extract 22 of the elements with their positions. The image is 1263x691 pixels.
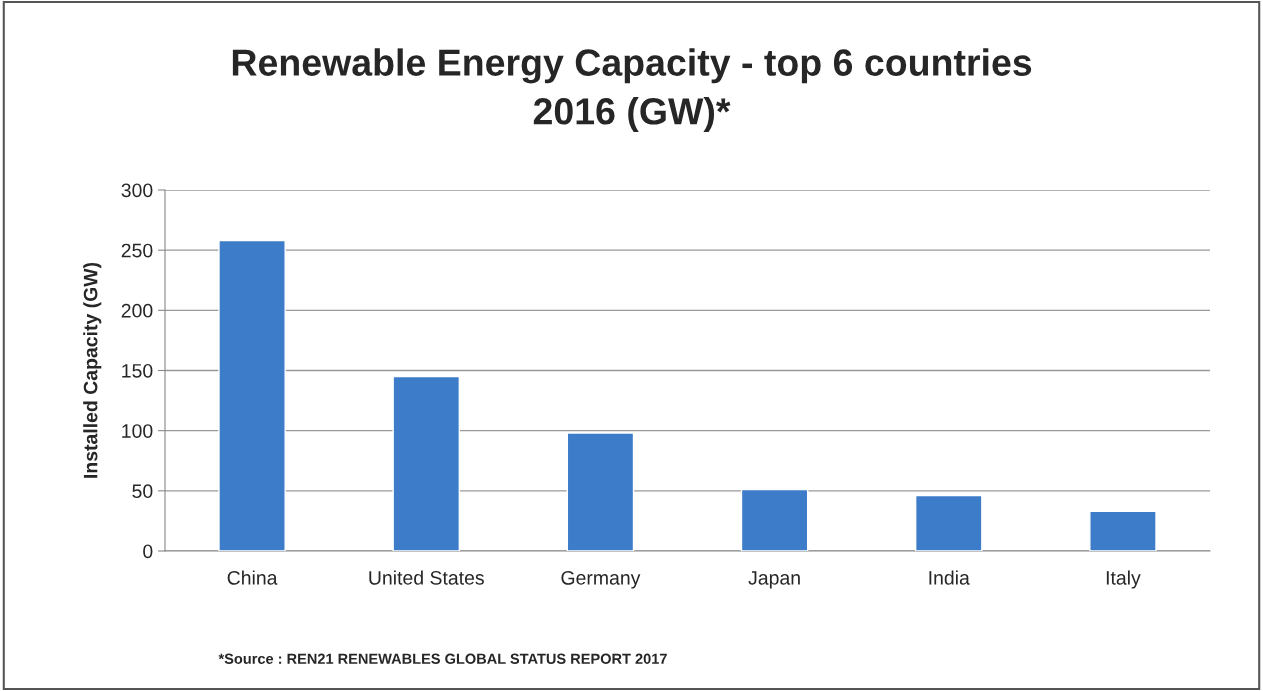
bar	[740, 488, 809, 551]
y-tick-label: 300	[121, 183, 153, 198]
x-tick-label: China	[227, 570, 278, 585]
y-tick-label: 50	[132, 484, 153, 499]
y-tick-label: 200	[121, 303, 153, 318]
bar	[566, 432, 635, 551]
x-tick-label: Japan	[748, 571, 800, 589]
y-tick-label: 0	[143, 544, 153, 559]
chart-title: Renewable Energy Capacity - top 6 countries 2016 (GW)*	[232, 48, 1032, 133]
y-axis-title: Installed Capacity (GW)	[83, 262, 102, 478]
x-tick-label: Germany	[561, 570, 641, 589]
text: *Source : REN21 RENEWABLES GLOBAL STATUS REPORT 2017	[218, 653, 667, 664]
x-tick-label: Italy	[1106, 570, 1141, 589]
y-tick-label: 250	[121, 243, 153, 258]
bar	[218, 239, 286, 551]
x-tick-label: United States	[369, 570, 484, 585]
bar	[914, 494, 983, 551]
bar	[1089, 510, 1157, 551]
bar	[392, 375, 461, 551]
y-tick-label: 100	[122, 424, 153, 438]
x-tick-label: India	[929, 570, 970, 585]
y-tick-label: 150	[122, 363, 153, 378]
